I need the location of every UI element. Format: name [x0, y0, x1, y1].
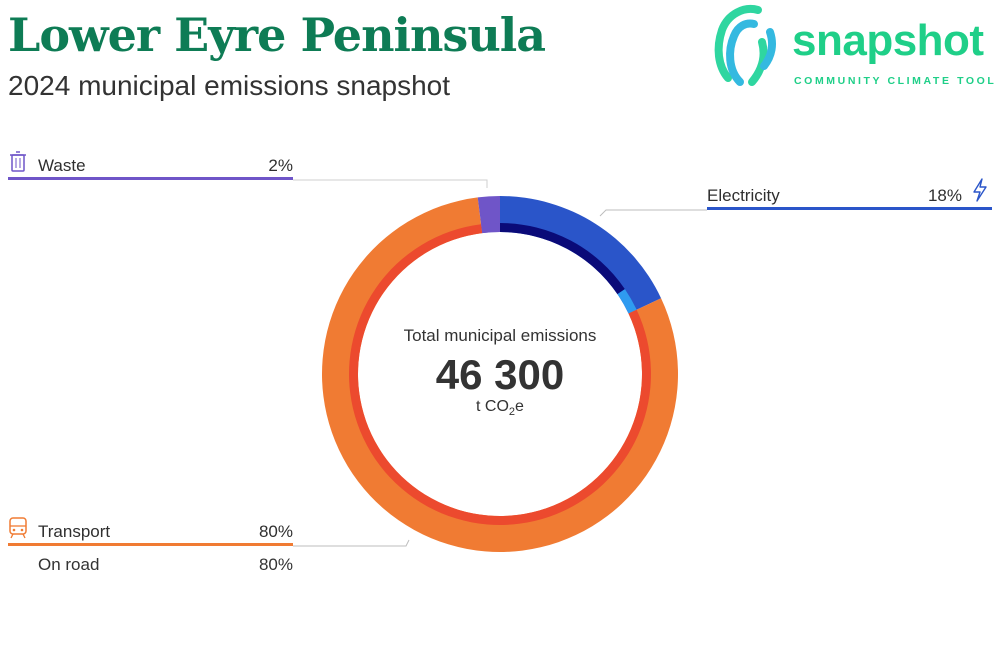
snapshot-logo: snapshot COMMUNITY CLIMATE TOOL — [712, 0, 1000, 92]
transport-label: Transport — [38, 522, 111, 541]
train-icon — [9, 517, 27, 539]
transport-leader-line — [293, 539, 410, 547]
inner-arc-electricity-1 — [617, 289, 637, 314]
donut-center: Total municipal emissions 46 300 t CO2e — [370, 326, 630, 418]
total-label: Total municipal emissions — [403, 326, 597, 345]
waste-leader-line — [293, 179, 488, 188]
total-value: 46 300 — [435, 351, 565, 398]
electricity-sector: Electricity 18% — [707, 178, 992, 210]
logo-wordmark: snapshot — [792, 16, 984, 65]
waste-label: Waste — [38, 156, 86, 175]
transport-percent: 80% — [258, 522, 293, 541]
on-road-percent: 80% — [258, 555, 293, 574]
inner-arc-electricity-0 — [500, 223, 625, 295]
emissions-donut-chart — [322, 196, 678, 553]
logo-tagline: COMMUNITY CLIMATE TOOL — [794, 75, 997, 87]
transport-rule — [8, 543, 293, 546]
electricity-leader-line — [599, 209, 707, 217]
inner-arc-waste-3 — [481, 223, 500, 234]
waste-rule — [8, 177, 293, 180]
electricity-rule — [707, 207, 992, 210]
page-title: Lower Eyre Peninsula — [8, 8, 546, 62]
electricity-percent: 18% — [927, 186, 962, 205]
total-unit: t CO2e — [476, 398, 524, 419]
lightning-icon — [973, 178, 987, 202]
on-road-label: On road — [38, 555, 100, 574]
electricity-label: Electricity — [707, 186, 780, 205]
transport-sector: Transport 80% — [8, 516, 293, 546]
trash-icon — [10, 151, 26, 172]
waste-sector: Waste 2% — [8, 150, 293, 180]
page-subtitle: 2024 municipal emissions snapshot — [8, 70, 451, 101]
waste-percent: 2% — [268, 156, 293, 175]
fingerprint-logo-icon — [714, 5, 776, 86]
